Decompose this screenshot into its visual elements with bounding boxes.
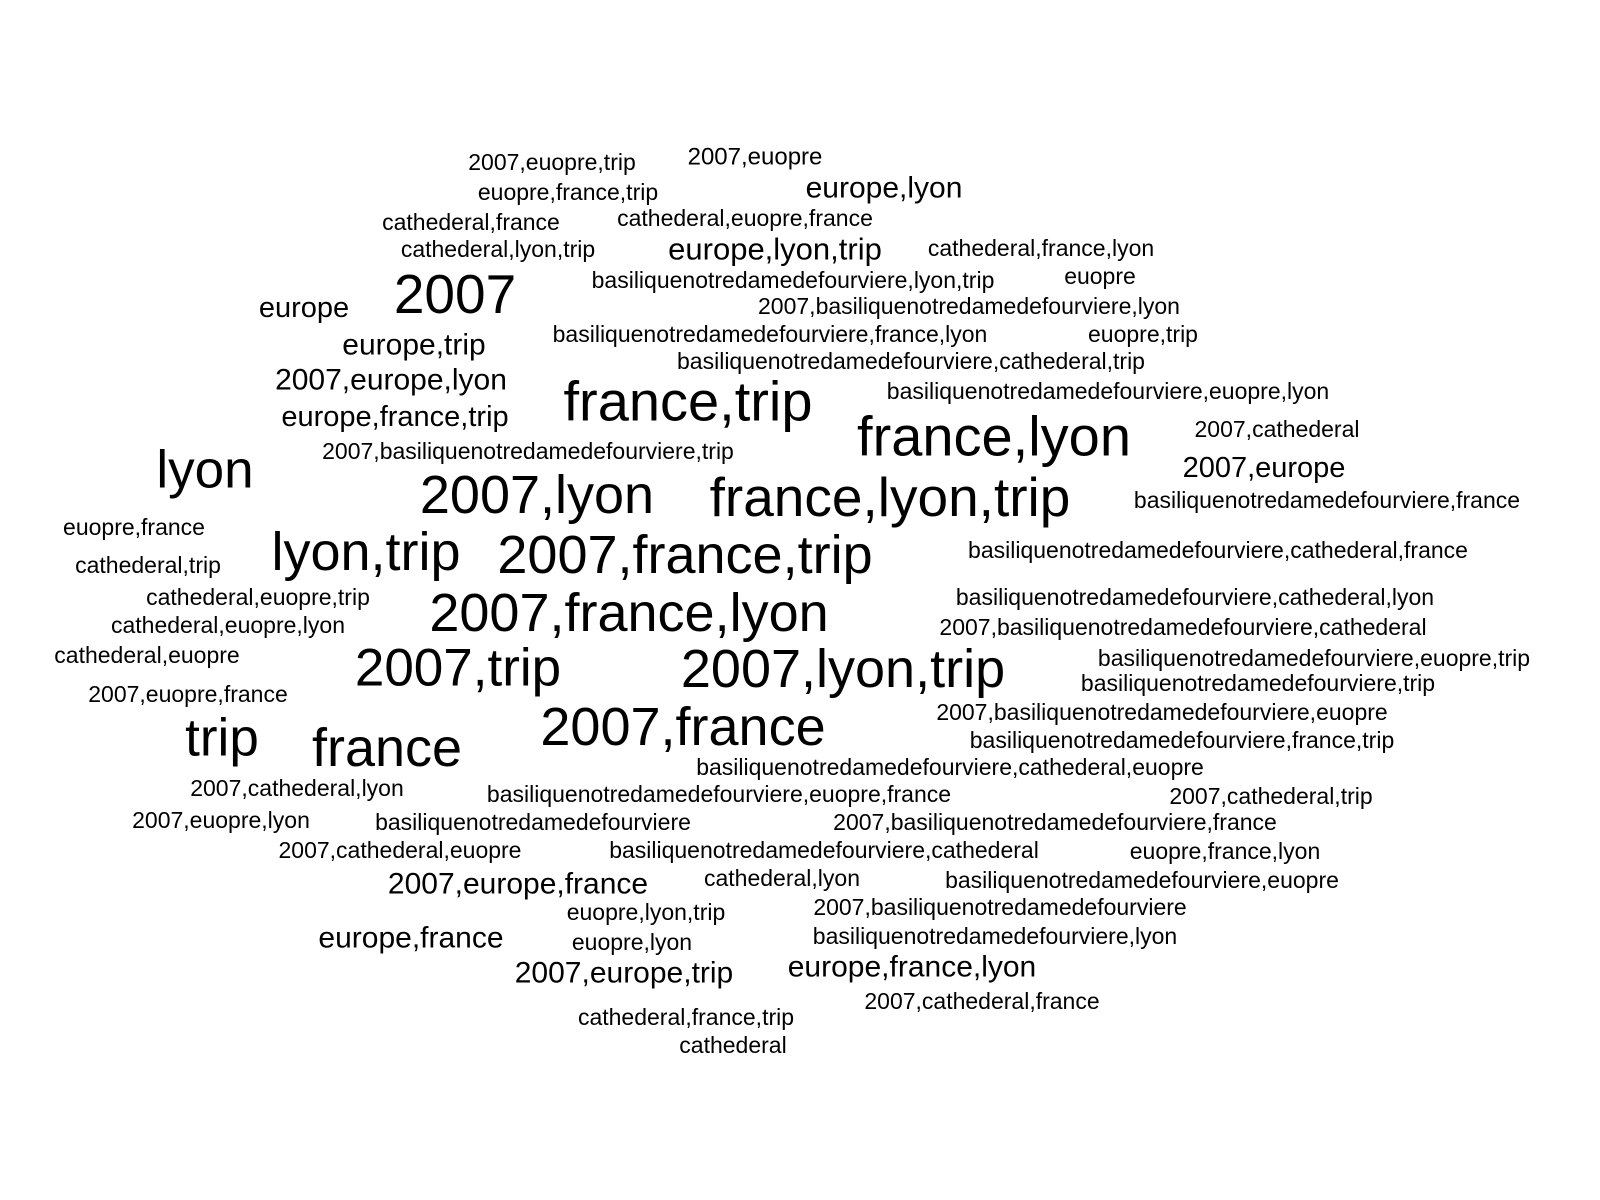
- cloud-word: 2007,trip: [355, 639, 561, 698]
- cloud-word: europe,france: [318, 922, 503, 955]
- cloud-word: euopre,lyon,trip: [567, 899, 726, 925]
- cloud-word: trip: [185, 709, 259, 768]
- cloud-word: europe,france,trip: [281, 401, 508, 433]
- cloud-word: 2007,europe,france: [388, 868, 648, 901]
- cloud-word: cathederal,euopre,trip: [146, 584, 370, 610]
- cloud-word: 2007,euopre,lyon: [132, 807, 310, 833]
- cloud-word: 2007,basiliquenotredamedefourviere: [813, 894, 1186, 920]
- cloud-word: france,lyon: [857, 405, 1131, 468]
- cloud-word: 2007,lyon: [420, 465, 654, 525]
- cloud-word: cathederal,france,lyon: [928, 235, 1154, 261]
- cloud-word: 2007,france,lyon: [429, 583, 828, 643]
- cloud-word: 2007,basiliquenotredamedefourviere,trip: [322, 438, 734, 464]
- cloud-word: france,trip: [564, 370, 813, 433]
- cloud-word: cathederal,trip: [75, 552, 221, 578]
- cloud-word: france,lyon,trip: [710, 466, 1071, 528]
- cloud-word: 2007,basiliquenotredamedefourviere,cathe…: [939, 614, 1426, 640]
- cloud-word: basiliquenotredamedefourviere,france: [1134, 487, 1520, 513]
- cloud-word: basiliquenotredamedefourviere: [375, 809, 691, 835]
- cloud-word: 2007,cathederal,euopre: [279, 837, 522, 863]
- cloud-word: 2007,basiliquenotredamedefourviere,lyon: [758, 293, 1180, 319]
- cloud-word: basiliquenotredamedefourviere,cathederal: [609, 837, 1039, 863]
- cloud-word: cathederal,euopre,lyon: [111, 612, 345, 638]
- cloud-word: 2007,euopre: [688, 144, 823, 171]
- cloud-word: cathederal,france: [382, 209, 560, 235]
- cloud-word: 2007,europe,lyon: [275, 364, 507, 397]
- cloud-word: europe,lyon,trip: [668, 232, 882, 267]
- cloud-word: 2007,europe,trip: [515, 957, 734, 990]
- cloud-word: basiliquenotredamedefourviere,cathederal…: [677, 348, 1145, 374]
- cloud-word: basiliquenotredamedefourviere,cathederal…: [968, 537, 1468, 563]
- cloud-word: europe: [259, 292, 349, 324]
- cloud-word: basiliquenotredamedefourviere,euopre,lyo…: [887, 378, 1329, 404]
- cloud-word: basiliquenotredamedefourviere,trip: [1081, 670, 1435, 696]
- cloud-word: basiliquenotredamedefourviere,cathederal…: [696, 754, 1204, 780]
- cloud-word: euopre,france: [63, 514, 205, 540]
- cloud-word: 2007,cathederal,france: [864, 988, 1099, 1014]
- cloud-word: lyon,trip: [271, 522, 460, 582]
- cloud-word: 2007,europe: [1183, 452, 1346, 484]
- cloud-word: 2007,cathederal,trip: [1169, 783, 1372, 809]
- cloud-word: cathederal,lyon: [704, 865, 860, 891]
- cloud-word: 2007,euopre,trip: [468, 149, 636, 175]
- cloud-word: lyon: [156, 441, 253, 500]
- cloud-word: europe,trip: [342, 329, 485, 362]
- cloud-word: basiliquenotredamedefourviere,lyon: [813, 923, 1177, 949]
- cloud-word: basiliquenotredamedefourviere,euopre,tri…: [1098, 645, 1530, 671]
- cloud-word: basiliquenotredamedefourviere,france,lyo…: [553, 321, 988, 347]
- cloud-word: cathederal: [679, 1032, 786, 1058]
- cloud-word: 2007,france: [540, 697, 825, 757]
- cloud-word: europe,lyon: [806, 172, 963, 205]
- cloud-word: 2007,basiliquenotredamedefourviere,euopr…: [936, 699, 1387, 725]
- cloud-word: cathederal,euopre,france: [617, 205, 873, 231]
- cloud-word: cathederal,euopre: [54, 642, 239, 668]
- cloud-word: euopre,trip: [1088, 321, 1198, 347]
- cloud-word: france: [312, 718, 462, 778]
- cloud-word: basiliquenotredamedefourviere,france,tri…: [970, 727, 1394, 753]
- cloud-word: 2007,euopre,france: [88, 681, 288, 707]
- cloud-word: 2007: [394, 263, 516, 325]
- cloud-word: europe,france,lyon: [788, 951, 1037, 984]
- cloud-word: 2007,france,trip: [497, 525, 872, 585]
- cloud-word: basiliquenotredamedefourviere,euopre,fra…: [487, 781, 951, 807]
- cloud-word: 2007,lyon,trip: [681, 639, 1005, 699]
- cloud-word: basiliquenotredamedefourviere,cathederal…: [956, 584, 1434, 610]
- cloud-word: euopre: [1064, 263, 1136, 289]
- cloud-word: euopre,france,trip: [478, 179, 658, 205]
- cloud-word: euopre,france,lyon: [1130, 838, 1321, 864]
- cloud-word: cathederal,france,trip: [578, 1004, 794, 1030]
- cloud-word: 2007,cathederal,lyon: [190, 775, 404, 801]
- cloud-word: 2007,cathederal: [1195, 416, 1360, 442]
- cloud-word: cathederal,lyon,trip: [401, 236, 595, 262]
- cloud-word: basiliquenotredamedefourviere,euopre: [945, 867, 1339, 893]
- cloud-word: euopre,lyon: [572, 929, 692, 955]
- cloud-word: basiliquenotredamedefourviere,lyon,trip: [592, 267, 995, 293]
- cloud-word: 2007,basiliquenotredamedefourviere,franc…: [833, 809, 1277, 835]
